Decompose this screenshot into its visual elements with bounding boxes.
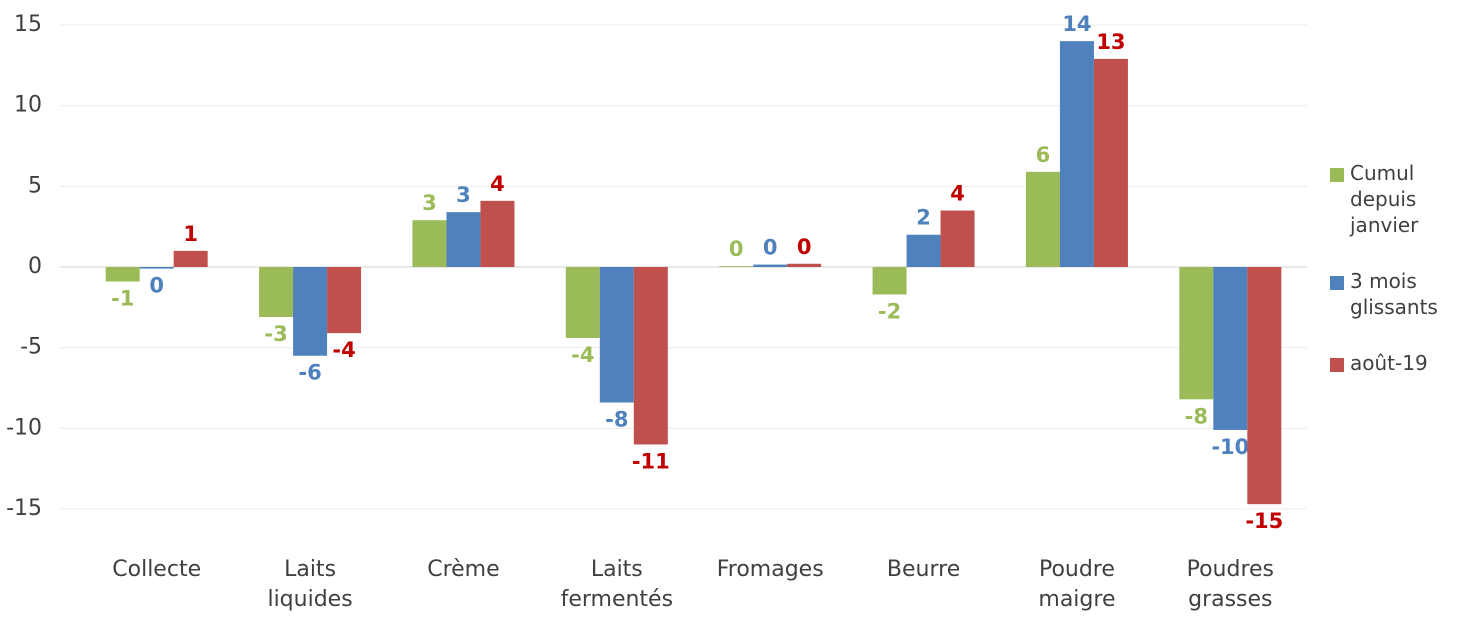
data-label: 2	[916, 206, 931, 230]
bar	[565, 267, 600, 338]
data-label: 13	[1096, 30, 1125, 54]
bar	[1093, 58, 1128, 267]
data-label: 3	[422, 191, 437, 215]
legend-item: 3 mois glissants	[1330, 268, 1438, 320]
bar	[173, 250, 208, 267]
data-label: -4	[332, 338, 355, 362]
data-label: 4	[490, 172, 505, 196]
bar	[327, 267, 362, 334]
data-label: 3	[456, 183, 471, 207]
data-label: 4	[950, 182, 965, 206]
y-tick-label: 5	[28, 173, 42, 198]
x-tick-label: Poudre maigre	[1038, 557, 1116, 612]
y-tick-label: -15	[6, 496, 42, 521]
legend-swatch	[1330, 358, 1344, 372]
x-tick-label: Crème	[427, 557, 500, 582]
data-label: -15	[1245, 509, 1283, 533]
data-label: -2	[878, 299, 901, 323]
legend-label: Cumul depuis janvier	[1350, 161, 1419, 237]
bar	[139, 267, 174, 269]
data-label: 1	[183, 222, 198, 246]
x-tick-label: Poudres grasses	[1186, 557, 1275, 612]
data-label: 6	[1036, 143, 1051, 167]
x-tick-label: Collecte	[112, 557, 202, 582]
data-label: -8	[1185, 404, 1208, 428]
x-tick-label: Laits fermentés	[560, 557, 674, 612]
data-label: -1	[111, 287, 134, 311]
data-label: -6	[298, 361, 321, 385]
x-tick-label: Fromages	[716, 557, 824, 582]
bar	[1059, 41, 1094, 268]
legend-label: août-19	[1350, 351, 1428, 375]
x-tick-label: Laits liquides	[267, 557, 353, 612]
data-label: 14	[1062, 12, 1091, 36]
bar	[599, 267, 634, 403]
bar	[1213, 267, 1248, 430]
data-label: 0	[797, 235, 812, 259]
data-label: -4	[571, 343, 594, 367]
data-label: 0	[763, 236, 778, 260]
bar	[787, 263, 822, 267]
bar	[412, 220, 447, 267]
bar	[480, 200, 515, 267]
y-tick-label: 0	[28, 254, 42, 279]
bar	[753, 264, 788, 267]
bar	[446, 212, 481, 267]
bar	[1179, 267, 1214, 400]
bar	[719, 266, 754, 267]
bar	[1025, 171, 1060, 267]
legend-label: 3 mois glissants	[1350, 269, 1438, 319]
data-label: -8	[605, 408, 628, 432]
bar	[906, 234, 941, 267]
data-label: -11	[632, 449, 670, 473]
data-label: 0	[149, 274, 164, 298]
y-tick-label: -5	[20, 335, 42, 360]
legend-item: août-19	[1330, 350, 1430, 376]
legend-swatch	[1330, 276, 1344, 290]
bar	[293, 267, 328, 356]
bar	[259, 267, 294, 318]
bar	[105, 267, 140, 282]
x-tick-label: Beurre	[886, 557, 961, 582]
bar	[1247, 267, 1282, 505]
legend-item: Cumul depuis janvier	[1330, 160, 1430, 238]
y-tick-label: 10	[14, 93, 42, 118]
bar	[940, 210, 975, 267]
legend: Cumul depuis janvier 3 mois glissants août…	[1330, 160, 1438, 406]
legend-swatch	[1330, 168, 1344, 182]
y-tick-label: 15	[14, 12, 42, 37]
y-tick-label: -10	[6, 415, 42, 440]
data-label: -3	[264, 322, 287, 346]
data-label: 0	[729, 237, 744, 261]
data-label: -10	[1211, 435, 1249, 459]
bar	[633, 267, 668, 445]
bar	[872, 267, 907, 295]
